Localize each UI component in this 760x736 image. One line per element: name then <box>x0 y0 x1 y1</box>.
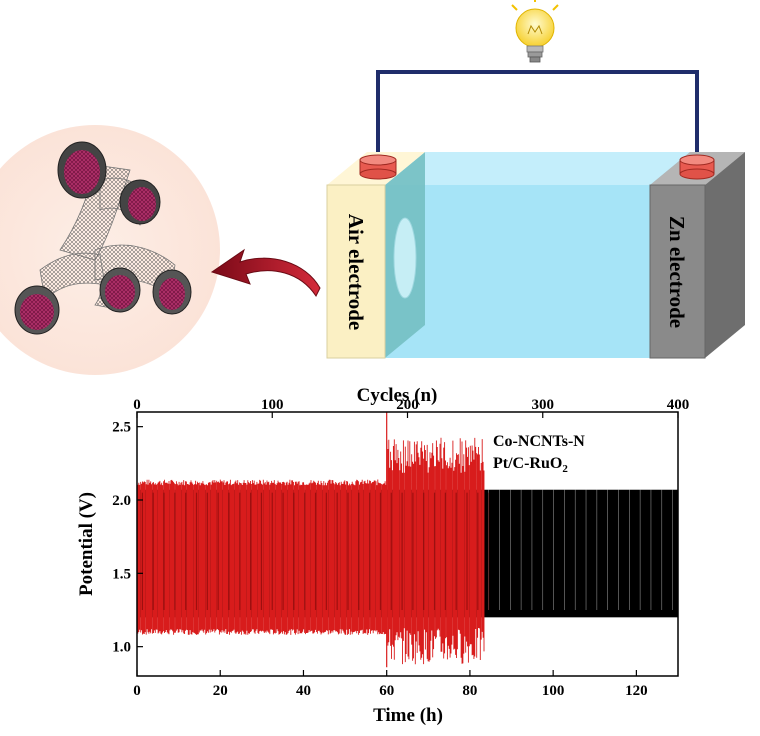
light-bulb-icon <box>511 0 559 63</box>
legend-entry-pt-subscript: 2 <box>562 463 568 475</box>
y-tick-label: 2.5 <box>112 420 131 436</box>
x-top-tick-label: 400 <box>667 397 690 413</box>
x-tick-label: 40 <box>296 683 311 699</box>
y-tick-label: 1.0 <box>112 640 131 656</box>
battery-diagram: Air electrode Zn electrode <box>326 152 745 359</box>
nanotube-end-cap <box>14 285 60 335</box>
zn-electrode: Zn electrode <box>649 152 745 359</box>
chart-ticks: 0 20 40 60 80 100 120 0 100 200 300 400 1.0 1.5 2.0 2.5 <box>112 397 689 699</box>
air-electrode-window <box>393 217 417 299</box>
curved-arrow-icon <box>210 248 321 297</box>
x-top-axis-title: Cycles (n) <box>357 385 438 406</box>
x-top-tick-label: 100 <box>261 397 284 413</box>
air-electrode-label: Air electrode <box>344 214 368 330</box>
chart-legend: Co-NCNTs-N Pt/C-RuO2 <box>493 433 585 475</box>
zn-electrode-label: Zn electrode <box>665 216 689 328</box>
y-tick-label: 1.5 <box>112 566 131 582</box>
x-top-tick-label: 0 <box>133 397 141 413</box>
zn-terminal <box>679 154 715 180</box>
air-electrode: Air electrode <box>326 152 425 359</box>
y-tick-label: 2.0 <box>112 493 131 509</box>
x-top-tick-label: 300 <box>532 397 555 413</box>
x-tick-label: 60 <box>379 683 394 699</box>
x-tick-label: 0 <box>133 683 141 699</box>
y-axis-title: Potential (V) <box>76 492 97 596</box>
cycling-chart: 0 20 40 60 80 100 120 0 100 200 300 400 1.0 1.5 2.0 2.5… <box>76 385 689 726</box>
nanotube-catalyst-illustration <box>0 125 220 375</box>
x-axis-title: Time (h) <box>373 705 443 726</box>
nanotube-end-cap <box>119 179 161 225</box>
chart-traces <box>136 412 684 668</box>
legend-entry-pt-c-ruo2: Pt/C-RuO2 <box>493 455 568 475</box>
pt-c-ruo2-trace <box>136 412 490 668</box>
x-tick-label: 20 <box>213 683 228 699</box>
x-tick-label: 120 <box>625 683 648 699</box>
nanotube-end-cap <box>57 141 107 199</box>
nanotube-end-cap <box>99 267 141 313</box>
legend-entry-co-ncnts-n: Co-NCNTs-N <box>493 433 585 450</box>
electrolyte-compartment <box>385 152 690 358</box>
air-terminal <box>359 154 397 180</box>
nanotube-end-cap <box>152 269 192 315</box>
x-tick-label: 80 <box>462 683 477 699</box>
circuit-wire <box>376 70 699 158</box>
legend-entry-pt-text: Pt/C-RuO <box>493 455 562 472</box>
x-top-tick-label: 200 <box>396 397 419 413</box>
x-tick-label: 100 <box>542 683 565 699</box>
